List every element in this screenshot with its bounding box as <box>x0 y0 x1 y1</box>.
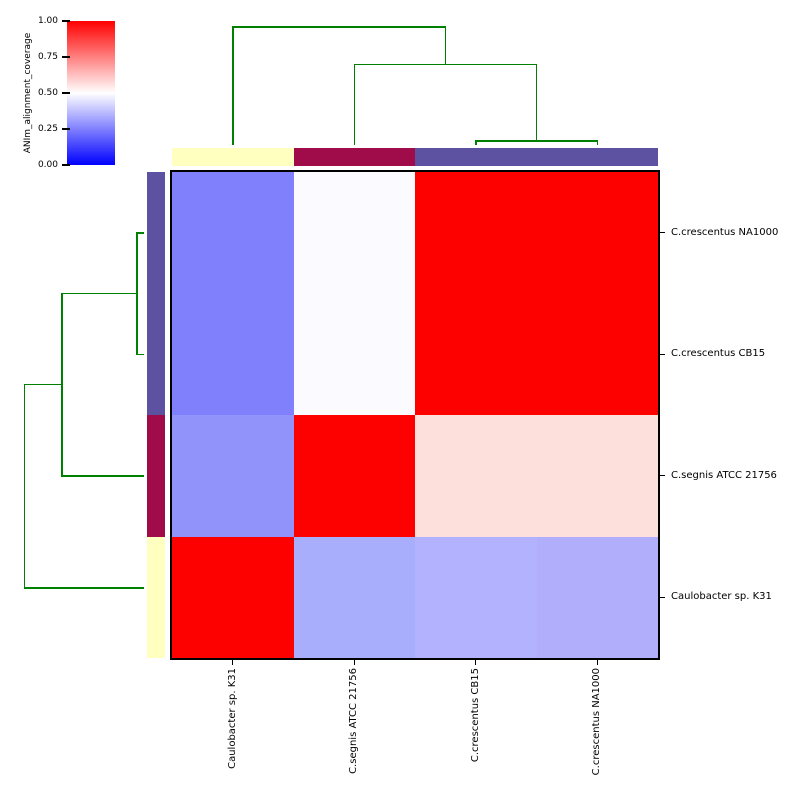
column-label: Caulobacter sp. K31 <box>226 668 238 769</box>
dendrogram-segment <box>353 63 355 145</box>
heatmap-cell <box>172 293 294 415</box>
heatmap-cell <box>536 172 658 294</box>
colorbar-tick-label: 0.75 <box>37 52 58 62</box>
dendrogram-segment <box>475 140 477 145</box>
column-label: C.segnis ATCC 21756 <box>348 668 360 774</box>
column-class-segment <box>172 148 294 166</box>
row-label: C.segnis ATCC 21756 <box>671 469 777 481</box>
colorbar-tick <box>62 128 70 130</box>
colorbar-tick-label: 1.00 <box>37 16 58 26</box>
colorbar-tick <box>62 20 70 22</box>
row-class-segment <box>147 172 165 294</box>
column-label: C.crescentus NA1000 <box>591 668 603 776</box>
heatmap-cell <box>293 172 415 294</box>
column-tick <box>353 658 355 665</box>
dendrogram-segment <box>136 353 144 355</box>
heatmap-cell <box>415 293 537 415</box>
row-class-segment <box>147 293 165 415</box>
colorbar-tick <box>62 92 70 94</box>
heatmap-cell <box>172 172 294 294</box>
heatmap-cell <box>536 293 658 415</box>
dendrogram-segment <box>232 26 234 145</box>
colorbar-tick-label: 0.50 <box>37 88 58 98</box>
dendrogram-segment <box>23 587 144 589</box>
dendrogram-segment <box>535 63 538 142</box>
heatmap-cell <box>536 415 658 537</box>
row-label: C.crescentus NA1000 <box>671 226 779 238</box>
heatmap-cell <box>415 172 537 294</box>
heatmap-cell <box>415 415 537 537</box>
row-class-segment <box>147 415 165 537</box>
colorbar-tick-label: 0.00 <box>37 160 58 170</box>
row-label: Caulobacter sp. K31 <box>671 591 772 603</box>
heatmap-cell <box>293 415 415 537</box>
dendrogram-segment <box>444 26 447 66</box>
heatmap-cell <box>172 415 294 537</box>
column-tick <box>596 658 598 665</box>
heatmap-cell <box>536 536 658 658</box>
colorbar-tick <box>62 164 70 166</box>
column-class-segment <box>415 148 537 166</box>
row-tick <box>658 475 665 477</box>
dendrogram-segment <box>232 26 447 28</box>
row-class-segment <box>147 536 165 658</box>
dendrogram-segment <box>61 292 138 295</box>
heatmap-cell <box>293 293 415 415</box>
row-tick <box>658 353 665 355</box>
row-label: C.crescentus CB15 <box>671 348 766 360</box>
column-tick <box>232 658 234 665</box>
column-class-segment <box>293 148 415 166</box>
column-tick <box>475 658 477 665</box>
colorbar-tick-label: 0.25 <box>37 124 58 134</box>
dendrogram-segment <box>61 475 144 477</box>
colorbar-gradient <box>67 21 115 165</box>
heatmap-cell <box>415 536 537 658</box>
column-label: C.crescentus CB15 <box>469 668 481 763</box>
dendrogram-segment <box>596 140 598 145</box>
heatmap-cell <box>293 536 415 658</box>
dendrogram-segment <box>23 383 25 589</box>
dendrogram-segment <box>136 232 144 234</box>
dendrogram-segment <box>23 383 63 386</box>
column-class-segment <box>536 148 658 166</box>
colorbar-tick <box>62 56 70 58</box>
row-tick <box>658 232 665 234</box>
row-tick <box>658 596 665 598</box>
heatmap-cell <box>172 536 294 658</box>
